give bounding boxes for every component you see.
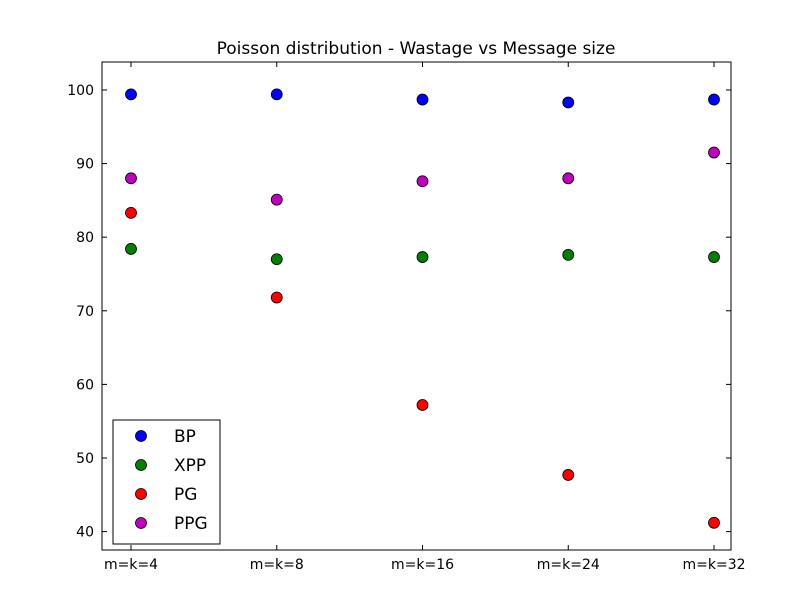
legend-label-ppg: PPG [174,514,208,534]
x-tick-label: m=k=8 [250,557,304,573]
legend-marker-bp [135,430,147,442]
data-point-xpp-4 [708,251,720,263]
y-tick-label: 100 [67,83,94,99]
x-tick-label: m=k=24 [537,557,600,573]
data-point-ppg-3 [562,172,575,185]
legend-box [112,419,221,545]
data-point-ppg-1 [270,193,283,206]
legend-label-xpp: XPP [174,456,206,476]
legend-label-pg: PG [174,485,197,505]
data-point-bp-2 [416,93,429,106]
data-point-ppg-4 [708,146,720,159]
data-point-pg-2 [416,399,429,411]
x-tick-label: m=k=32 [682,557,745,573]
y-tick-label: 40 [76,525,94,541]
x-tick-label: m=k=16 [391,557,454,573]
data-point-ppg-2 [416,175,429,188]
y-tick-label: 90 [76,157,94,173]
legend-marker-pg [135,488,147,500]
data-point-xpp-2 [416,251,429,263]
data-point-xpp-3 [562,248,575,261]
y-tick-label: 50 [76,451,94,467]
x-tick-label: m=k=4 [104,557,158,573]
y-tick-label: 80 [76,230,94,246]
legend-label-bp: BP [174,427,196,447]
data-point-pg-4 [708,516,720,529]
y-tick-label: 70 [76,304,94,320]
legend-marker-xpp [135,459,147,471]
data-point-pg-3 [562,469,575,481]
data-point-bp-0 [125,88,137,101]
data-point-bp-1 [270,88,283,101]
legend: BP XPP PG PPG [112,419,221,545]
data-point-bp-3 [562,96,575,109]
y-axis: 40 50 60 70 80 90 100 [67,83,731,541]
data-points [125,88,720,529]
data-point-pg-1 [270,291,283,304]
data-point-xpp-1 [270,253,283,266]
data-point-ppg-0 [125,172,137,185]
y-tick-label: 60 [76,377,94,393]
chart-title: Poisson distribution - Wastage vs Messag… [217,39,616,59]
x-axis: m=k=4 m=k=8 m=k=16 m=k=24 m=k=32 [104,62,746,573]
data-point-bp-4 [708,93,720,106]
legend-marker-ppg [135,517,147,529]
data-point-pg-0 [125,206,137,219]
data-point-xpp-0 [125,243,137,255]
